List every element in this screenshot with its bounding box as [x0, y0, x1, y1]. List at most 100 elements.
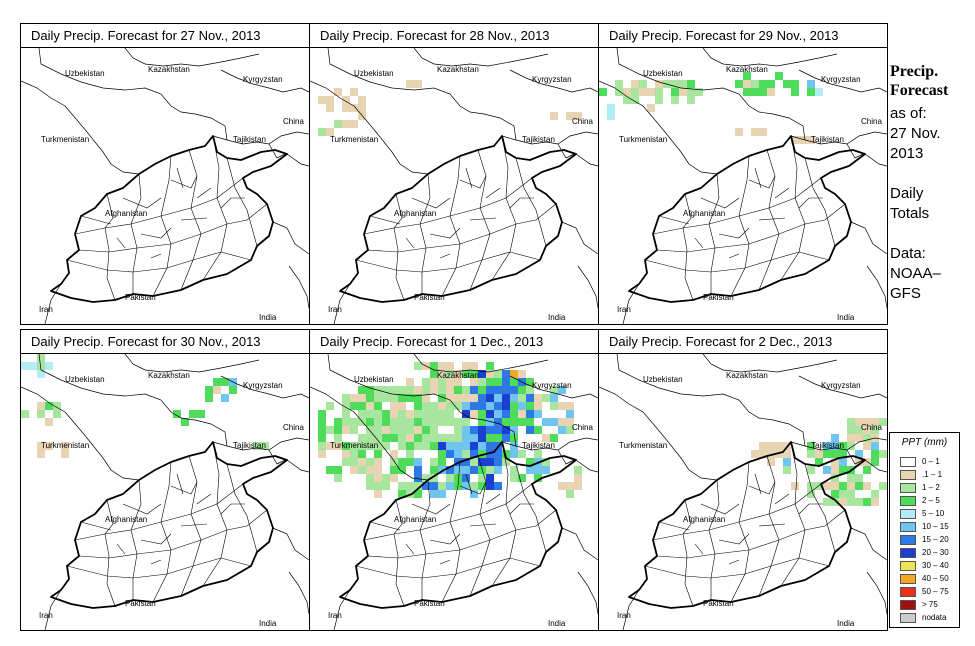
precip-cell	[390, 450, 398, 458]
precip-cell	[863, 466, 871, 474]
legend-label: 30 – 40	[922, 561, 949, 570]
country-border	[866, 265, 887, 309]
precip-cell	[502, 386, 510, 394]
forecast-panel-2dec: Daily Precip. Forecast for 2 Dec., 2013 …	[598, 329, 888, 631]
forecast-panel-30nov: Daily Precip. Forecast for 30 Nov., 2013…	[20, 329, 310, 631]
map-label-tajikistan: Tajikistan	[811, 441, 844, 450]
legend-swatch	[900, 613, 916, 623]
precip-cell	[334, 434, 342, 442]
precip-cell	[831, 474, 839, 482]
precip-cell	[486, 426, 494, 434]
province-border	[656, 509, 846, 559]
precip-cell	[454, 402, 462, 410]
country-border	[599, 386, 718, 481]
precip-cell	[871, 442, 879, 450]
country-border	[272, 527, 309, 561]
precip-cell	[366, 466, 374, 474]
precip-cell	[61, 442, 69, 450]
precip-cell	[422, 482, 430, 490]
precip-cell	[382, 482, 390, 490]
precip-cell	[390, 402, 398, 410]
precip-cell	[494, 434, 502, 442]
province-border	[104, 193, 116, 301]
province-border	[116, 473, 212, 555]
data-line1: Data:	[890, 245, 926, 262]
country-border	[575, 459, 598, 473]
precip-cell	[181, 418, 189, 426]
precip-cell	[318, 442, 326, 450]
precip-cell	[205, 386, 213, 394]
precip-cell	[454, 434, 462, 442]
precip-cell	[534, 410, 542, 418]
precip-cell	[37, 402, 45, 410]
precip-cell	[422, 402, 430, 410]
precip-cell	[398, 418, 406, 426]
precip-cell	[318, 434, 326, 442]
country-border	[286, 459, 309, 473]
province-border	[226, 157, 258, 247]
precip-cell	[430, 466, 438, 474]
forecast-panel-27nov: Daily Precip. Forecast for 27 Nov., 2013…	[20, 23, 310, 325]
precip-cell	[526, 394, 534, 402]
precip-cell	[414, 490, 422, 498]
precip-cell	[478, 370, 486, 378]
province-border	[491, 441, 517, 587]
precip-cell	[358, 104, 366, 112]
country-border	[702, 48, 838, 67]
precip-cell	[534, 426, 542, 434]
precip-cell	[45, 362, 53, 370]
precip-cell	[558, 482, 566, 490]
precip-cell	[478, 442, 486, 450]
precip-cell	[438, 386, 446, 394]
precip-cell	[470, 410, 478, 418]
precip-cell	[350, 402, 358, 410]
afghanistan-outline	[628, 441, 866, 609]
map-label-india: India	[259, 313, 277, 322]
legend-item: > 75	[900, 600, 960, 611]
side-title: Precip. Forecast	[890, 62, 948, 100]
precip-cell	[350, 394, 358, 402]
precip-cell	[470, 370, 478, 378]
precip-cell	[671, 96, 679, 104]
country-border	[557, 143, 575, 159]
precip-cell	[406, 434, 414, 442]
precip-cell	[21, 362, 29, 370]
side-title-line1: Precip.	[890, 63, 939, 80]
panel-title: Daily Precip. Forecast for 2 Dec., 2013	[599, 330, 887, 354]
province-border	[152, 461, 172, 603]
country-border	[577, 571, 598, 615]
precip-cell	[454, 426, 462, 434]
country-border	[575, 153, 598, 167]
precip-cell	[542, 394, 550, 402]
precip-cell	[406, 394, 414, 402]
precip-cell	[390, 418, 398, 426]
precip-cell	[494, 394, 502, 402]
precip-cell	[839, 442, 847, 450]
precip-cell	[839, 466, 847, 474]
precip-cell	[358, 458, 366, 466]
precip-cell	[366, 482, 374, 490]
precip-cell	[366, 426, 374, 434]
province-border	[656, 203, 846, 253]
precip-cell	[446, 466, 454, 474]
precip-cell	[815, 482, 823, 490]
precip-cell	[783, 450, 791, 458]
precip-cell	[526, 418, 534, 426]
precip-cell	[478, 426, 486, 434]
precip-cell	[374, 442, 382, 450]
precip-cell	[879, 418, 887, 426]
precip-cell	[486, 370, 494, 378]
country-border	[413, 354, 549, 373]
precip-cell	[350, 418, 358, 426]
country-border	[616, 354, 806, 447]
precip-cell	[759, 88, 767, 96]
precip-cell	[390, 426, 398, 434]
precip-cell	[462, 386, 470, 394]
map-label-afghanistan: Afghanistan	[105, 515, 147, 524]
precip-cell	[550, 394, 558, 402]
province-border	[419, 173, 431, 294]
province-border	[405, 167, 501, 249]
precip-cell	[863, 418, 871, 426]
precip-cell	[446, 378, 454, 386]
precip-cell	[374, 410, 382, 418]
